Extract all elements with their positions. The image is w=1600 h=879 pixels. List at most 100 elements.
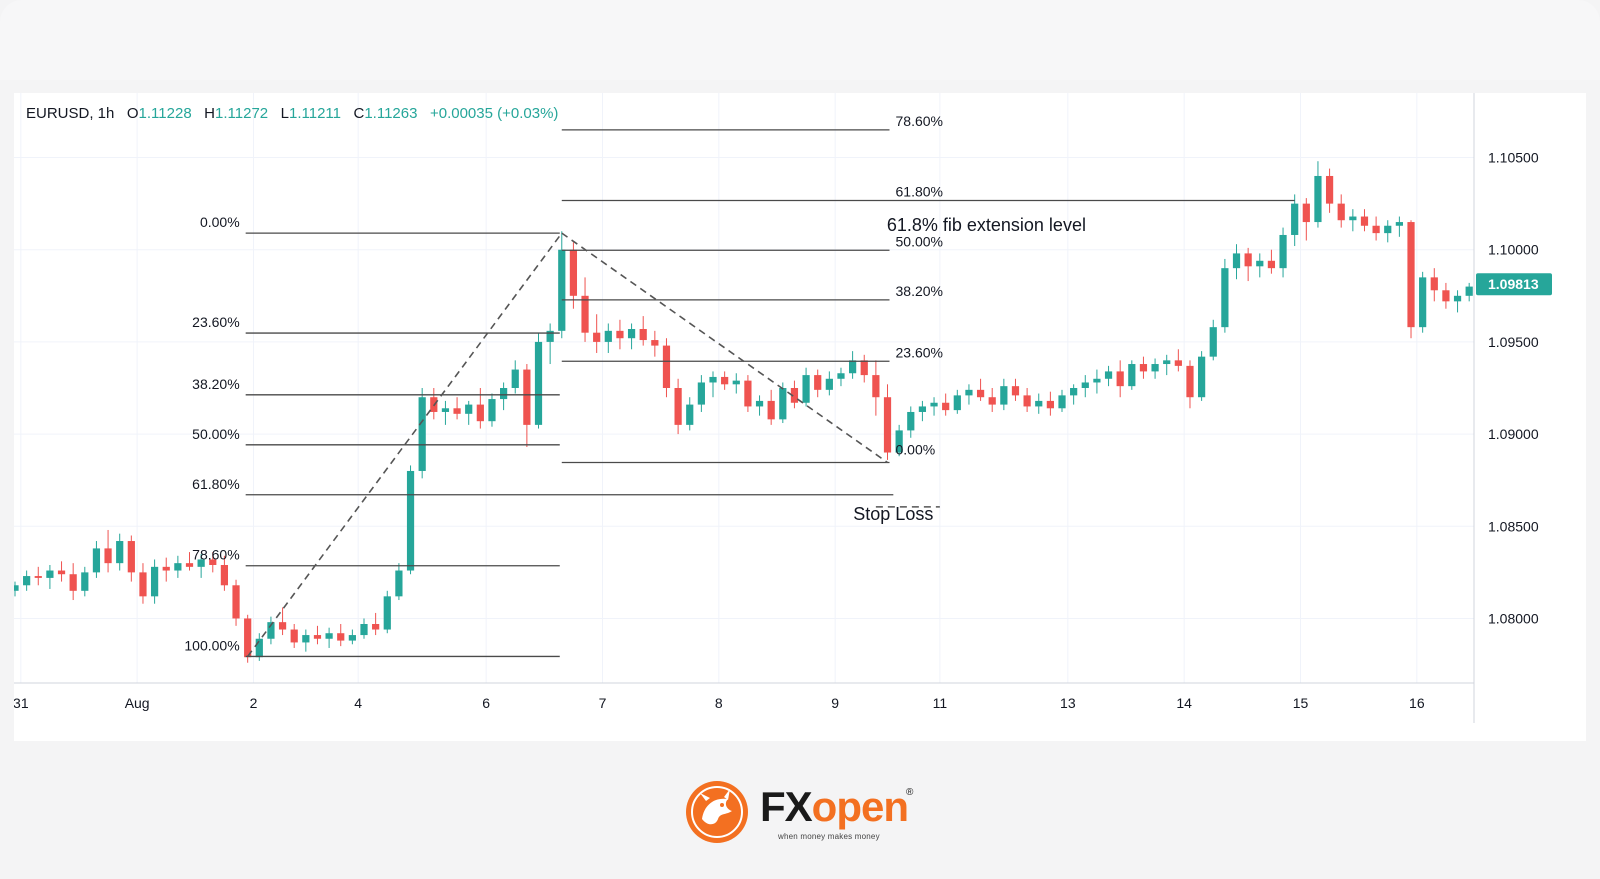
- fib-retracement-level-label: 23.60%: [192, 314, 239, 330]
- chart-panel[interactable]: 1.10500 1.10000 1.09500 1.09000 1.08500 1.080…: [14, 93, 1586, 741]
- candle-body: [1360, 216, 1369, 226]
- candle-body: [1256, 260, 1264, 267]
- candle-body: [1023, 395, 1031, 407]
- last-price-badge: [1476, 273, 1552, 296]
- close-label: C: [353, 105, 365, 122]
- y-tick-label: 1.09000: [1488, 426, 1539, 442]
- y-tick-label: 1.08000: [1488, 610, 1539, 626]
- candle-body: [709, 376, 717, 383]
- candle-body: [290, 629, 298, 643]
- candle-body: [139, 572, 147, 597]
- candle-body: [1104, 371, 1113, 379]
- candle-body: [150, 566, 159, 597]
- candle-body: [1186, 365, 1194, 398]
- candle-body: [220, 565, 229, 586]
- candle-body: [779, 388, 787, 420]
- candle-body: [162, 566, 170, 571]
- fib-retracement-level-label: 50.00%: [192, 426, 239, 442]
- candle-body: [546, 330, 554, 342]
- candle-body: [1128, 364, 1136, 387]
- candle-body: [907, 411, 915, 431]
- candle-body: [1070, 388, 1078, 396]
- candle-body: [732, 380, 740, 385]
- candle-body: [569, 249, 578, 296]
- candle-body: [872, 375, 880, 398]
- candle-body: [1221, 268, 1229, 328]
- open-label: O: [126, 105, 139, 122]
- annotation-fib-extension-text: 61.8% fib extension level: [887, 215, 1086, 235]
- y-tick-label: 1.10500: [1488, 150, 1539, 166]
- candle-body: [267, 622, 275, 639]
- candle-body: [1046, 400, 1054, 409]
- price-chart[interactable]: 1.10500 1.10000 1.09500 1.09000 1.08500 1.080…: [14, 93, 1586, 741]
- candle-body: [465, 404, 473, 414]
- candle-body: [674, 388, 682, 425]
- logo-fx: FX: [760, 783, 813, 830]
- candle-body: [883, 397, 892, 453]
- candle-body: [627, 329, 636, 339]
- y-tick-label: 1.10000: [1488, 242, 1539, 258]
- x-tick-label: 9: [831, 695, 839, 711]
- candle-body: [278, 622, 287, 630]
- logo-wordmark: FXopen: [760, 783, 909, 831]
- candle-body: [1419, 277, 1427, 328]
- candle-body: [942, 402, 950, 411]
- candle-body: [325, 633, 333, 639]
- candle-body: [313, 635, 322, 639]
- candle-body: [918, 406, 927, 412]
- candle-body: [1430, 277, 1438, 291]
- candle-body: [1058, 395, 1066, 409]
- candle-body: [104, 548, 112, 564]
- candle-body: [372, 624, 380, 630]
- fib-extension-level-label: 61.80%: [896, 183, 943, 199]
- candle-body: [1465, 286, 1473, 296]
- logo-open: open: [811, 783, 909, 830]
- fxopen-logo: FXopen ® when money makes money: [684, 771, 924, 851]
- x-tick-label: 8: [715, 695, 723, 711]
- change-value: +0.00035 (+0.03%): [429, 105, 559, 122]
- candle-body: [383, 596, 391, 630]
- candle-body: [558, 249, 566, 331]
- candle-body: [418, 397, 426, 471]
- logo-tagline: when money makes money: [778, 832, 880, 841]
- candle-body: [488, 399, 496, 422]
- logo-registered: ®: [906, 787, 914, 798]
- x-tick-label: 14: [1176, 695, 1192, 711]
- candle-body: [651, 340, 659, 346]
- fib-extension-level-label: 78.60%: [896, 113, 943, 129]
- fib-extension-level-label: 0.00%: [896, 441, 936, 457]
- candle-body: [593, 332, 601, 342]
- candle-body: [686, 404, 694, 425]
- candle-body: [127, 541, 135, 573]
- candle-body: [57, 570, 66, 575]
- candle-body: [81, 572, 89, 591]
- candle-body: [814, 375, 822, 390]
- candle-body: [1314, 175, 1322, 223]
- candle-body: [1407, 222, 1415, 328]
- candle-body: [360, 624, 368, 636]
- candle-body: [802, 375, 810, 403]
- candle-body: [1291, 203, 1299, 235]
- footer: [0, 741, 1600, 879]
- fib-retracement-level-label: 78.60%: [192, 547, 239, 563]
- candle-body: [825, 378, 833, 390]
- candle-body: [744, 380, 752, 407]
- candle-body: [953, 395, 961, 411]
- fib-retracement-level-label: 38.20%: [192, 376, 239, 392]
- candle-body: [639, 329, 647, 341]
- candle-body: [197, 559, 205, 567]
- candle-body: [1209, 327, 1217, 357]
- fib-extension-level-label: 38.20%: [896, 283, 943, 299]
- candle-body: [185, 563, 194, 567]
- candle-body: [1174, 360, 1182, 366]
- candle-body: [1093, 378, 1101, 383]
- candle-body: [476, 404, 484, 422]
- x-tick-label: 4: [354, 695, 362, 711]
- fib-retracement-level-label: 0.00%: [200, 214, 240, 230]
- low-value: 1.11211: [288, 105, 341, 122]
- x-tick-label: 31: [14, 695, 29, 711]
- candle-body: [244, 618, 252, 658]
- candle-body: [453, 408, 461, 414]
- candle-body: [976, 389, 985, 398]
- candle-body: [988, 397, 996, 405]
